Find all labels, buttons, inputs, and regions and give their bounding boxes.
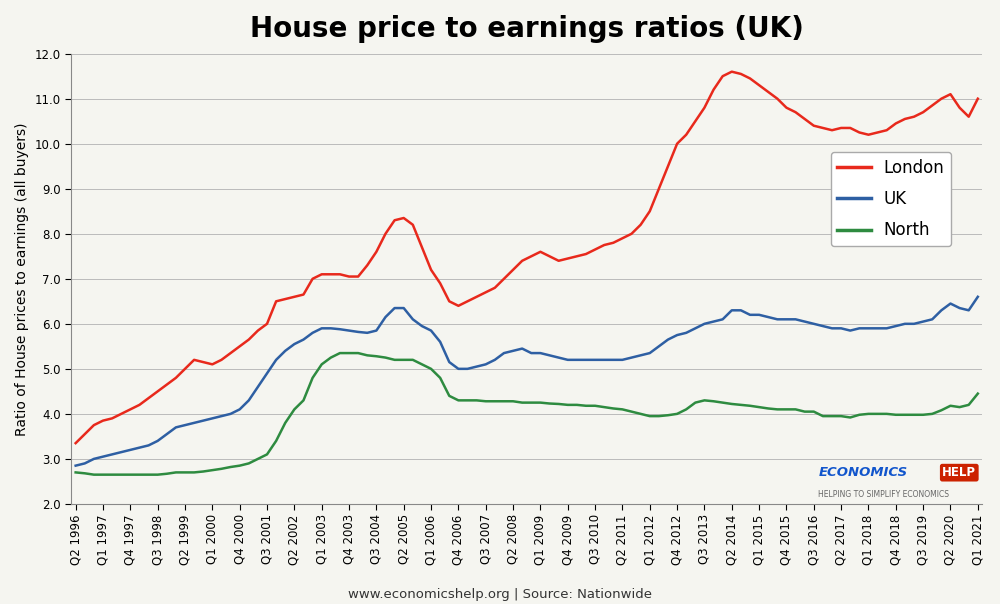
UK — [70, 462, 82, 469]
Text: HELP: HELP — [942, 466, 976, 479]
London — [972, 95, 984, 102]
London — [279, 295, 291, 303]
UK — [972, 293, 984, 300]
North — [334, 350, 346, 357]
North — [917, 411, 929, 419]
UK — [899, 320, 911, 327]
UK — [926, 316, 938, 323]
North — [288, 406, 300, 413]
Title: House price to earnings ratios (UK): House price to earnings ratios (UK) — [250, 15, 804, 43]
North — [252, 455, 264, 463]
North — [972, 390, 984, 397]
UK — [279, 347, 291, 355]
Line: UK: UK — [76, 297, 978, 466]
UK — [534, 350, 546, 357]
London — [908, 113, 920, 120]
London — [243, 336, 255, 343]
London — [534, 248, 546, 255]
Y-axis label: Ratio of House prices to earnings (all buyers): Ratio of House prices to earnings (all b… — [15, 122, 29, 435]
North — [553, 400, 565, 408]
UK — [607, 356, 619, 364]
North — [944, 402, 956, 410]
UK — [243, 397, 255, 404]
Legend: London, UK, North: London, UK, North — [831, 152, 951, 246]
Text: HELPING TO SIMPLIFY ECONOMICS: HELPING TO SIMPLIFY ECONOMICS — [818, 490, 949, 500]
Line: North: North — [76, 353, 978, 475]
North — [70, 469, 82, 476]
Text: www.economicshelp.org | Source: Nationwide: www.economicshelp.org | Source: Nationwi… — [348, 588, 652, 601]
London — [607, 239, 619, 246]
North — [88, 471, 100, 478]
Line: London: London — [76, 72, 978, 443]
London — [935, 95, 947, 102]
North — [626, 408, 638, 415]
London — [70, 440, 82, 447]
Text: ECONOMICS: ECONOMICS — [818, 466, 907, 479]
London — [726, 68, 738, 76]
